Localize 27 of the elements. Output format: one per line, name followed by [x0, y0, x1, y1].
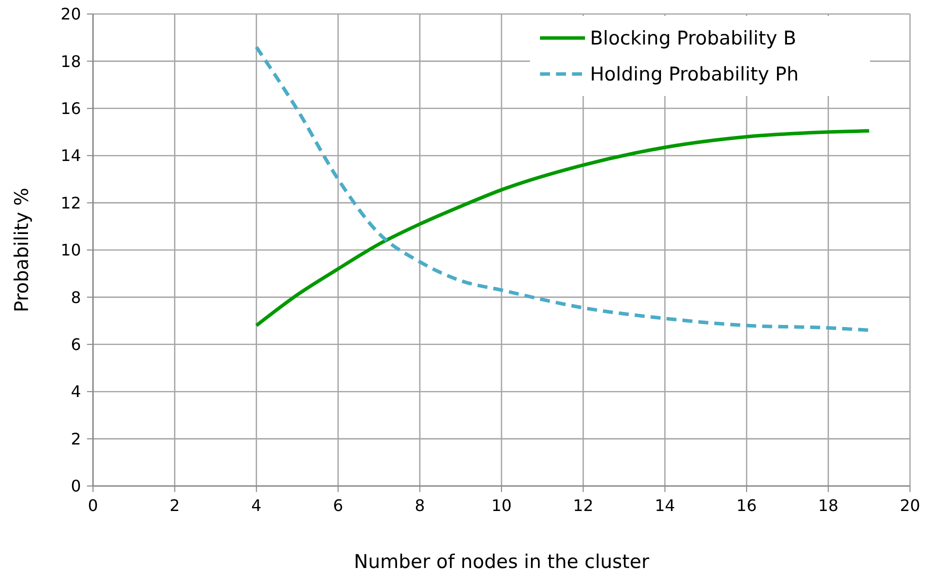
y-tick-label: 12	[60, 193, 81, 212]
x-axis-title: Number of nodes in the cluster	[354, 551, 650, 573]
x-tick-label: 12	[573, 496, 594, 515]
x-tick-label: 18	[818, 496, 838, 515]
x-tick-label: 20	[900, 496, 920, 515]
legend-label: Holding Probability Ph	[590, 64, 799, 86]
y-tick-label: 20	[60, 4, 81, 24]
y-tick-label: 6	[70, 335, 81, 354]
y-tick-label: 10	[60, 240, 81, 260]
y-tick-label: 18	[60, 52, 81, 71]
x-tick-label: 6	[333, 496, 344, 515]
x-tick-label: 10	[491, 496, 512, 515]
x-tick-label: 14	[654, 496, 676, 515]
line-series	[254, 129, 871, 328]
x-tick-label: 2	[170, 496, 180, 515]
y-tick-label: 0	[70, 476, 81, 496]
y-axis-title: Probability %	[11, 188, 33, 312]
y-tick-label: 4	[70, 382, 81, 402]
x-tick-label: 0	[88, 496, 98, 515]
x-tick-label: 16	[736, 496, 757, 515]
y-tick-label: 2	[70, 429, 81, 448]
y-tick-label: 16	[60, 99, 81, 118]
x-tick-label: 4	[251, 496, 262, 515]
y-tick-label: 14	[60, 146, 81, 166]
x-tick-label: 8	[414, 496, 425, 515]
legend-label: Blocking Probability B	[590, 28, 796, 50]
y-tick-label: 8	[70, 288, 81, 307]
